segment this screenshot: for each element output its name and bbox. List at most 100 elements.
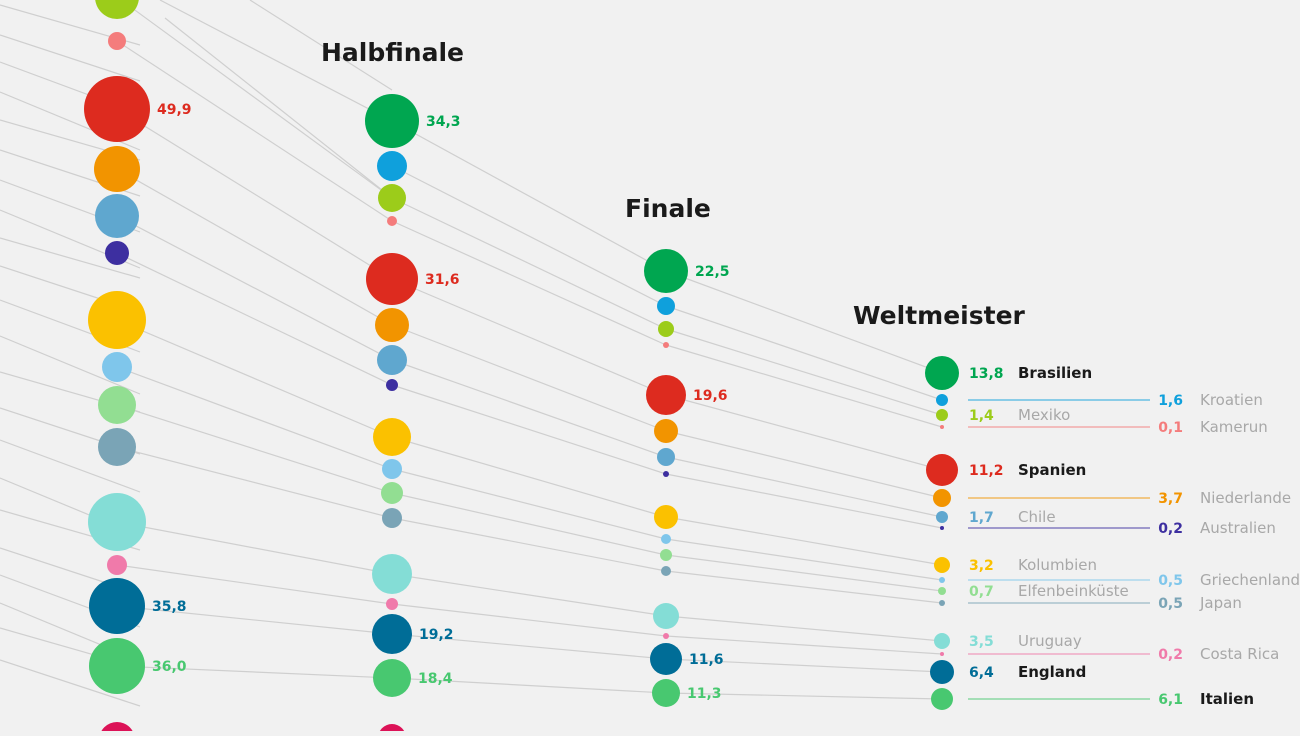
bubble-chile (657, 448, 675, 466)
value-label-england: 19,2 (419, 627, 454, 643)
connector-mexiko (391, 197, 667, 330)
connector-spanien (391, 278, 667, 396)
bubble-uruguay (653, 603, 679, 629)
connector-elfenbeinkueste (391, 492, 667, 556)
connector-england (665, 658, 943, 673)
wm-value-spanien: 11,2 (969, 463, 1004, 479)
value-label-italien: 18,4 (418, 671, 453, 687)
connector-chile (665, 456, 943, 518)
bubble-mexiko (378, 184, 406, 212)
connector-kamerun (116, 40, 393, 222)
bubble-niederlande (654, 419, 678, 443)
bubble-italien (373, 659, 411, 697)
wm-value-brasilien: 13,8 (969, 366, 1004, 382)
connector-kamerun (391, 220, 667, 346)
bubble-mexiko (936, 409, 948, 421)
connector-niederlande (116, 168, 393, 326)
connector-kroatien (391, 165, 667, 307)
connector-kolumbien (391, 436, 667, 518)
bubble-spanien (84, 76, 150, 142)
bubble-kolumbien (373, 418, 411, 456)
bubble-costa-rica (940, 652, 944, 656)
connector-uruguay (665, 615, 943, 642)
bubble-uruguay (88, 493, 146, 551)
wm-name-spanien: Spanien (1018, 461, 1086, 479)
labels: Halbfinale Finale Weltmeister 49,9 35,8 36… (152, 38, 1300, 708)
bubble-kamerun (108, 32, 126, 50)
bubble-kroatien (377, 151, 407, 181)
value-label-england: 11,6 (689, 652, 724, 668)
bubble-england (650, 643, 682, 675)
wm-name-elfenbeinkueste: Elfenbeinküste (1018, 582, 1129, 600)
wm-name-england: England (1018, 663, 1086, 681)
stage-title-weltmeister: Weltmeister (853, 301, 1026, 330)
bubble-niederlande (375, 308, 409, 342)
wm-value-kolumbien: 3,2 (969, 558, 994, 574)
connector-spanien (665, 394, 943, 471)
background-line (0, 335, 141, 395)
connector-australien (116, 252, 393, 386)
connector-italien (391, 677, 667, 694)
connector-japan (665, 570, 943, 604)
bubble-japan (939, 600, 945, 606)
connector-griechenland (391, 468, 667, 540)
value-label-spanien: 31,6 (425, 272, 460, 288)
bubble-chile (936, 511, 948, 523)
connector-brasilien (665, 270, 943, 374)
bubble-kolumbien (654, 505, 678, 529)
value-label-italien: 11,3 (687, 686, 722, 702)
bubble-elfenbeinkueste (381, 482, 403, 504)
wm-name-kroatien: Kroatien (1200, 391, 1263, 409)
stage-title-halbfinale: Halbfinale (321, 38, 464, 67)
connector-lines (0, 0, 1150, 707)
wm-name-kamerun: Kamerun (1200, 418, 1268, 436)
connector-england (391, 633, 667, 660)
bubble-elfenbeinkueste (938, 587, 946, 595)
bubble-brasilien (925, 356, 959, 390)
connector-uruguay (391, 573, 667, 617)
background-line (0, 439, 141, 493)
wm-name-niederlande: Niederlande (1200, 489, 1291, 507)
value-label-england: 35,8 (152, 599, 187, 615)
bubble-extra (99, 722, 135, 736)
bubble-japan (382, 508, 402, 528)
bubble-costa-rica (107, 555, 127, 575)
connector-england (116, 605, 393, 635)
bubble-chile (95, 194, 139, 238)
wm-value-italien: 6,1 (1158, 692, 1183, 708)
connector-australien (391, 384, 667, 475)
connector-kolumbien (665, 516, 943, 566)
value-label-spanien: 19,6 (693, 388, 728, 404)
connector-brasilien (391, 120, 667, 272)
background-line (159, 0, 391, 121)
connector-griechenland (665, 538, 943, 581)
connector-chile (391, 359, 667, 458)
bubble-costa-rica (386, 598, 398, 610)
background-line (0, 34, 141, 82)
bubble-elfenbeinkueste (660, 549, 672, 561)
bubble-england (372, 614, 412, 654)
wm-name-mexiko: Mexiko (1018, 406, 1070, 424)
background-line (0, 237, 141, 279)
bubble-niederlande (94, 146, 140, 192)
connector-costa-rica (665, 635, 943, 655)
bubble-niederlande (933, 489, 951, 507)
bubble-italien (89, 638, 145, 694)
bubble-uruguay (372, 554, 412, 594)
bubble-italien (652, 679, 680, 707)
value-label-brasilien: 34,3 (426, 114, 461, 130)
bubbles (84, 0, 959, 736)
connector-costa-rica (391, 603, 667, 637)
wm-name-chile: Chile (1018, 508, 1056, 526)
connector-uruguay (116, 521, 393, 575)
value-label-brasilien: 22,5 (695, 264, 730, 280)
connector-kroatien (665, 305, 943, 401)
bubble-japan (661, 566, 671, 576)
bubble-uruguay (934, 633, 950, 649)
connector-australien (665, 473, 943, 529)
bubble-italien (931, 688, 953, 710)
connector-elfenbeinkueste (665, 554, 943, 592)
wm-name-italien: Italien (1200, 690, 1254, 708)
bubble-spanien (366, 253, 418, 305)
